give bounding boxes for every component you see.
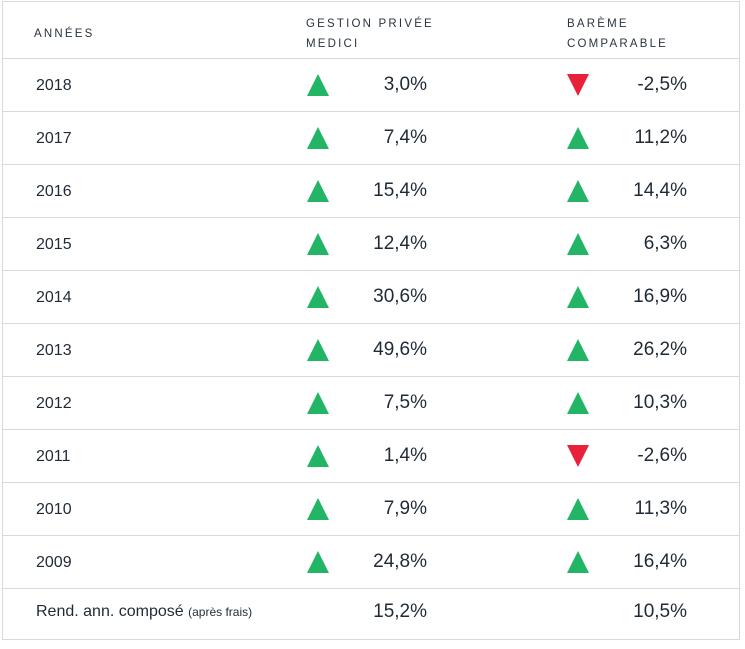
footer-label: Rend. ann. composé (après frais): [36, 603, 252, 621]
header-medici: GESTION PRIVÉE MEDICI: [306, 14, 434, 54]
triangle-up-icon: [567, 392, 589, 414]
table-row: 2016 15,4% 14,4%: [3, 165, 739, 218]
row-bareme-value: 10,3%: [633, 392, 687, 413]
triangle-up-icon: [307, 74, 329, 96]
triangle-up-icon: [307, 339, 329, 361]
row-medici-value: 12,4%: [373, 233, 427, 254]
triangle-up-icon: [307, 392, 329, 414]
row-year: 2011: [36, 448, 71, 465]
triangle-up-icon: [567, 180, 589, 202]
row-year: 2015: [36, 236, 72, 253]
row-bareme-value: -2,6%: [637, 445, 687, 466]
triangle-down-icon: [567, 445, 589, 467]
triangle-up-icon: [307, 180, 329, 202]
triangle-down-icon: [567, 74, 589, 96]
triangle-up-icon: [567, 233, 589, 255]
row-medici-value: 7,4%: [383, 127, 427, 148]
footer-bareme-value: 10,5%: [633, 601, 687, 622]
row-medici-value: 49,6%: [373, 339, 427, 360]
footer-medici-value: 15,2%: [373, 601, 427, 622]
triangle-up-icon: [307, 127, 329, 149]
table-row: 2018 3,0% -2,5%: [3, 59, 739, 112]
row-year: 2014: [36, 289, 72, 306]
row-bareme-value: 26,2%: [633, 339, 687, 360]
row-bareme-value: 11,2%: [634, 127, 687, 148]
row-bareme-value: 14,4%: [633, 180, 687, 201]
row-year: 2012: [36, 395, 72, 412]
header-bareme-line2: COMPARABLE: [567, 38, 669, 50]
triangle-up-icon: [307, 445, 329, 467]
header-medici-line2: MEDICI: [306, 38, 360, 50]
header-medici-line1: GESTION PRIVÉE: [306, 18, 434, 30]
footer-label-main: Rend. ann. composé: [36, 603, 184, 620]
row-year: 2018: [36, 77, 72, 94]
triangle-up-icon: [567, 339, 589, 361]
row-medici-value: 30,6%: [373, 286, 427, 307]
row-medici-value: 1,4%: [383, 445, 427, 466]
row-year: 2009: [36, 554, 72, 571]
triangle-up-icon: [567, 286, 589, 308]
header-bareme-line1: BARÈME: [567, 18, 629, 30]
row-year: 2016: [36, 183, 72, 200]
row-medici-value: 15,4%: [373, 180, 427, 201]
table-row: 2013 49,6% 26,2%: [3, 324, 739, 377]
row-year: 2017: [36, 130, 72, 147]
triangle-up-icon: [307, 498, 329, 520]
table-header: ANNÉES GESTION PRIVÉE MEDICI BARÈME COMP…: [3, 2, 739, 59]
table-row: 2017 7,4% 11,2%: [3, 112, 739, 165]
row-year: 2013: [36, 342, 72, 359]
table-footer-row: Rend. ann. composé (après frais) 15,2% 1…: [3, 588, 739, 639]
table-row: 2010 7,9% 11,3%: [3, 483, 739, 536]
triangle-up-icon: [307, 551, 329, 573]
row-medici-value: 3,0%: [383, 74, 427, 95]
row-bareme-value: 11,3%: [634, 498, 687, 519]
table-row: 2015 12,4% 6,3%: [3, 218, 739, 271]
row-medici-value: 24,8%: [373, 551, 427, 572]
table-row: 2009 24,8% 16,4%: [3, 536, 739, 589]
row-medici-value: 7,5%: [383, 392, 427, 413]
row-year: 2010: [36, 501, 72, 518]
footer-label-note: (après frais): [188, 605, 253, 619]
row-medici-value: 7,9%: [383, 498, 427, 519]
returns-table: ANNÉES GESTION PRIVÉE MEDICI BARÈME COMP…: [2, 1, 740, 640]
row-bareme-value: 16,4%: [633, 551, 687, 572]
row-bareme-value: -2,5%: [637, 74, 687, 95]
row-bareme-value: 6,3%: [643, 233, 687, 254]
header-years: ANNÉES: [34, 28, 95, 40]
triangle-up-icon: [567, 127, 589, 149]
triangle-up-icon: [567, 551, 589, 573]
triangle-up-icon: [307, 233, 329, 255]
header-bareme: BARÈME COMPARABLE: [567, 14, 668, 54]
row-bareme-value: 16,9%: [633, 286, 687, 307]
table-row: 2012 7,5% 10,3%: [3, 377, 739, 430]
triangle-up-icon: [307, 286, 329, 308]
table-row: 2011 1,4% -2,6%: [3, 430, 739, 483]
table-row: 2014 30,6% 16,9%: [3, 271, 739, 324]
triangle-up-icon: [567, 498, 589, 520]
